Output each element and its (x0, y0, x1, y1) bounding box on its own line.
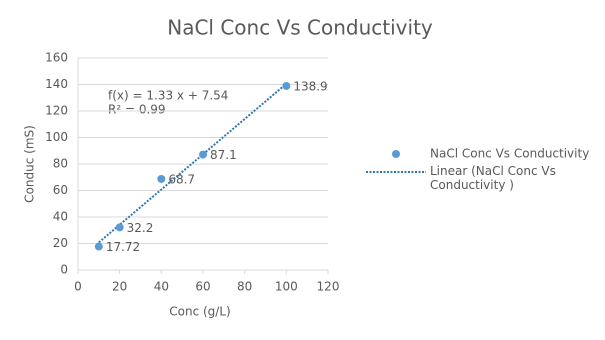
data-label: 32.2 (127, 221, 154, 235)
y-tick-label: 160 (45, 51, 68, 65)
chart-title: NaCl Conc Vs Conductivity (167, 16, 433, 40)
x-tick-label: 60 (195, 280, 210, 294)
x-axis-label: Conc (g/L) (169, 305, 230, 319)
point (94, 242, 103, 251)
y-tick-label: 40 (53, 210, 68, 224)
point (282, 81, 291, 90)
data-label: 138.9 (293, 79, 327, 93)
point (157, 174, 166, 183)
y-axis-label: Conduc (mS) (23, 125, 37, 203)
y-tick-label: 140 (45, 77, 68, 91)
trendline (98, 83, 287, 244)
y-tick-label: 60 (53, 183, 68, 197)
y-tick-label: 20 (53, 236, 68, 250)
legend-label: Linear (NaCl Conc Vs Conductivity ) (430, 164, 556, 192)
annotation: R² = 0.99 (108, 103, 166, 117)
x-tick-label: 120 (317, 280, 340, 294)
x-tick-label: 20 (112, 280, 127, 294)
legend-label: NaCl Conc Vs Conductivity (430, 147, 589, 161)
data-label: 17.72 (106, 240, 140, 254)
data-label: 87.1 (210, 148, 237, 162)
legend-marker (392, 150, 400, 158)
y-tick-label: 100 (45, 130, 68, 144)
annotation: f(x) = 1.33 x + 7.54 (108, 89, 228, 103)
data-label: 68.7 (168, 172, 195, 186)
y-tick-label: 0 (60, 263, 68, 277)
y-tick-label: 80 (53, 157, 68, 171)
x-tick-label: 40 (154, 280, 169, 294)
y-tick-label: 120 (45, 104, 68, 118)
x-tick-label: 0 (74, 280, 82, 294)
x-tick-label: 100 (275, 280, 298, 294)
legend-item: Linear (NaCl Conc Vs Conductivity ) (430, 164, 556, 192)
point (115, 223, 124, 232)
x-tick-label: 80 (237, 280, 252, 294)
point (199, 150, 207, 159)
